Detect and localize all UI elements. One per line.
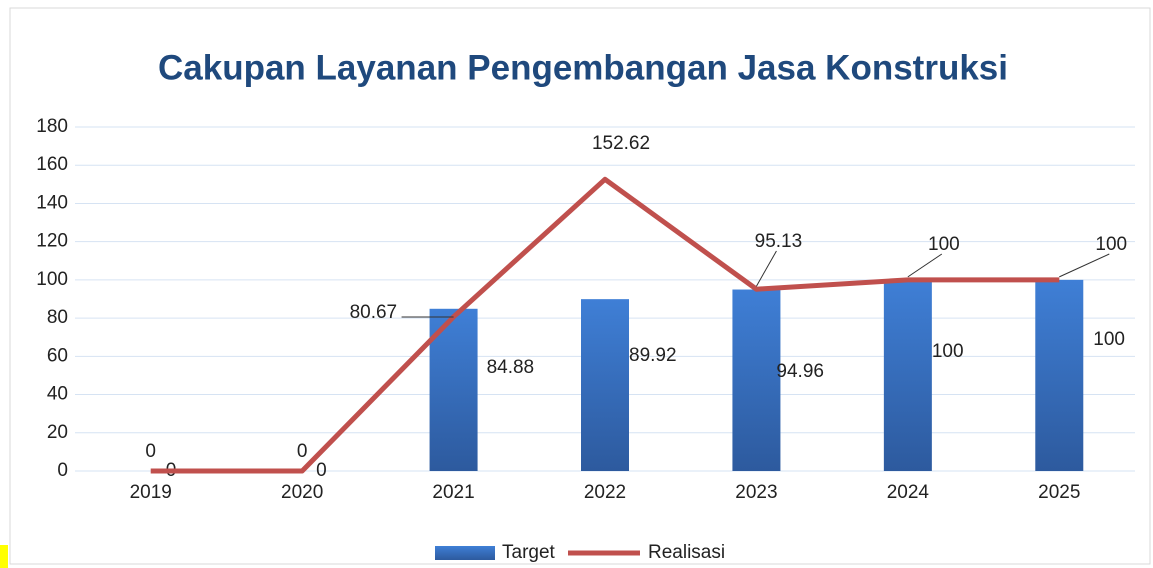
data-label: 89.92 (629, 345, 677, 366)
data-label: 0 (316, 460, 327, 481)
data-label: 100 (932, 341, 964, 362)
x-tick-label: 2024 (887, 482, 930, 503)
y-tick-label: 100 (36, 269, 68, 290)
data-label: 100 (1093, 329, 1125, 350)
x-tick-label: 2022 (584, 482, 626, 503)
chart-border (9, 7, 1151, 565)
legend-label: Target (502, 542, 556, 563)
legend-label: Realisasi (648, 542, 725, 563)
y-tick-label: 80 (47, 307, 68, 328)
y-tick-label: 40 (47, 384, 68, 405)
data-label: 100 (928, 234, 960, 255)
x-tick-label: 2023 (735, 482, 777, 503)
bar (581, 299, 629, 471)
legend-swatch (435, 546, 495, 560)
y-tick-label: 140 (36, 192, 68, 213)
data-label: 95.13 (755, 231, 803, 252)
y-tick-label: 20 (47, 422, 68, 443)
bar (732, 289, 781, 471)
marker (0, 545, 8, 568)
x-tick-label: 2025 (1038, 482, 1080, 503)
data-label: 94.96 (776, 361, 824, 382)
y-tick-label: 160 (36, 154, 68, 175)
data-label: 0 (145, 441, 156, 462)
bar (883, 279, 932, 471)
data-label: 80.67 (350, 302, 398, 323)
data-label: 100 (1095, 234, 1127, 255)
y-tick-label: 180 (36, 116, 68, 137)
y-tick-label: 0 (57, 460, 68, 481)
bar (1035, 279, 1084, 471)
data-label: 84.88 (487, 357, 535, 378)
leader-line (755, 250, 777, 287)
x-tick-label: 2021 (432, 482, 474, 503)
leader-line (1059, 253, 1110, 278)
y-tick-label: 60 (47, 345, 68, 366)
leader-line (907, 253, 943, 278)
line (150, 176, 1060, 474)
data-label: 152.62 (592, 133, 650, 154)
x-tick-label: 2020 (281, 482, 323, 503)
y-tick-label: 120 (36, 231, 68, 252)
x-tick-label: 2019 (130, 482, 172, 503)
chart-title: Cakupan Layanan Pengembangan Jasa Konstr… (158, 48, 1008, 87)
data-label: 0 (297, 441, 308, 462)
